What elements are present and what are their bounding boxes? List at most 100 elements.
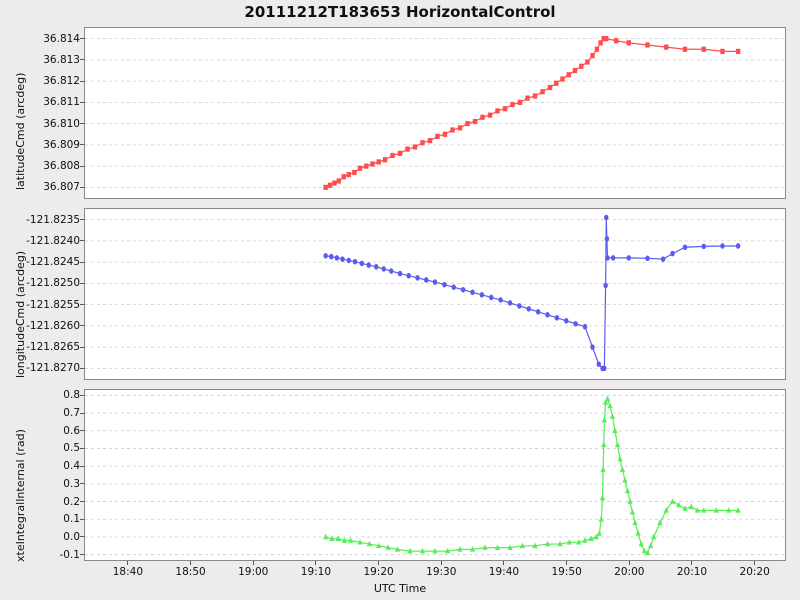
data-point [405,146,410,152]
data-point [334,255,340,261]
data-point [494,544,501,550]
plot-panel-longitude [84,208,786,380]
data-point [720,243,725,249]
data-point [376,159,381,165]
y-tick-label: 36.810 [43,117,80,130]
data-point [624,487,631,494]
data-point [632,519,638,526]
data-point [605,255,610,261]
data-point [442,131,448,137]
data-line-xteIntegralInternal [326,399,739,553]
x-tick-label: 20:20 [739,566,770,578]
data-point [557,540,563,547]
y-tick-label: -121.8260 [26,319,80,332]
data-point [364,163,369,169]
data-point [663,507,669,513]
x-tick-label: 19:30 [426,566,457,578]
data-point [390,152,395,159]
x-tick-mark [754,561,756,565]
y-tick-label: 0.6 [63,424,80,437]
data-point [566,72,571,78]
y-tick-mark [80,483,84,485]
data-point [352,258,358,265]
data-point [604,395,611,402]
y-tick-mark [80,501,84,503]
data-point [346,172,351,178]
data-point [644,549,651,556]
data-point [609,413,616,419]
data-point [638,540,644,547]
data-point [480,114,485,120]
x-tick-label: 20:00 [614,566,645,578]
y-tick-label: 36.812 [43,75,80,88]
data-point [614,441,621,448]
x-tick-label: 19:10 [300,566,332,578]
data-point [566,539,573,545]
data-point [347,537,354,543]
data-point [564,317,569,324]
data-point [346,257,351,264]
data-point [726,507,732,513]
data-point [682,505,688,511]
y-tick-label: -0.1 [59,548,81,561]
data-point [701,243,706,250]
data-point [607,402,613,409]
data-point [419,547,426,554]
data-point [526,306,531,312]
y-tick-mark [80,59,84,61]
y-tick-label: -121.8240 [26,234,80,247]
data-point [610,255,616,261]
data-point [641,547,648,554]
data-point [604,214,609,221]
data-point [676,501,682,508]
data-point [394,546,401,552]
data-point [701,507,707,513]
data-point [713,507,719,513]
y-tick-mark [80,261,84,263]
data-point [660,256,666,262]
data-point [598,516,604,522]
data-point [554,80,559,86]
y-tick-mark [80,304,84,306]
x-tick-mark [252,561,254,565]
data-point [329,535,335,541]
data-point [627,498,633,504]
data-point [619,466,626,472]
data-point [487,112,493,118]
data-point [554,315,560,321]
data-point [479,292,485,298]
x-tick-mark [315,561,317,565]
data-point [626,255,631,261]
data-point [647,542,654,549]
data-point [412,144,418,150]
y-tick-mark [80,219,84,221]
y-tick-mark [80,367,84,369]
data-point [329,253,334,260]
data-point [626,40,631,46]
y-tick-label: 0.4 [63,460,80,473]
data-point [540,89,545,95]
data-point [579,63,584,69]
y-tick-mark [80,536,84,538]
data-point [465,121,470,127]
y-tick-mark [80,465,84,467]
data-point [336,178,341,184]
x-tick-mark [440,561,442,565]
data-point [489,294,494,301]
data-point [507,544,513,550]
y-tick-mark [80,123,84,125]
data-point [420,140,425,146]
data-point [332,180,337,186]
data-point [602,365,607,372]
data-point [590,53,595,59]
data-point [572,67,578,74]
data-point [519,542,526,549]
data-point [432,279,438,285]
y-tick-label: 36.813 [43,53,80,66]
data-point [598,40,603,46]
data-point [451,284,456,290]
data-point [720,48,725,54]
y-tick-label: -121.8270 [26,362,80,375]
y-tick-label: 36.807 [43,181,80,194]
data-point [502,106,508,112]
